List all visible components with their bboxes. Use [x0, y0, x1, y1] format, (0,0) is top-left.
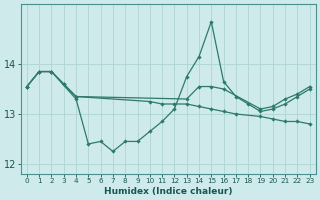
X-axis label: Humidex (Indice chaleur): Humidex (Indice chaleur) — [104, 187, 233, 196]
